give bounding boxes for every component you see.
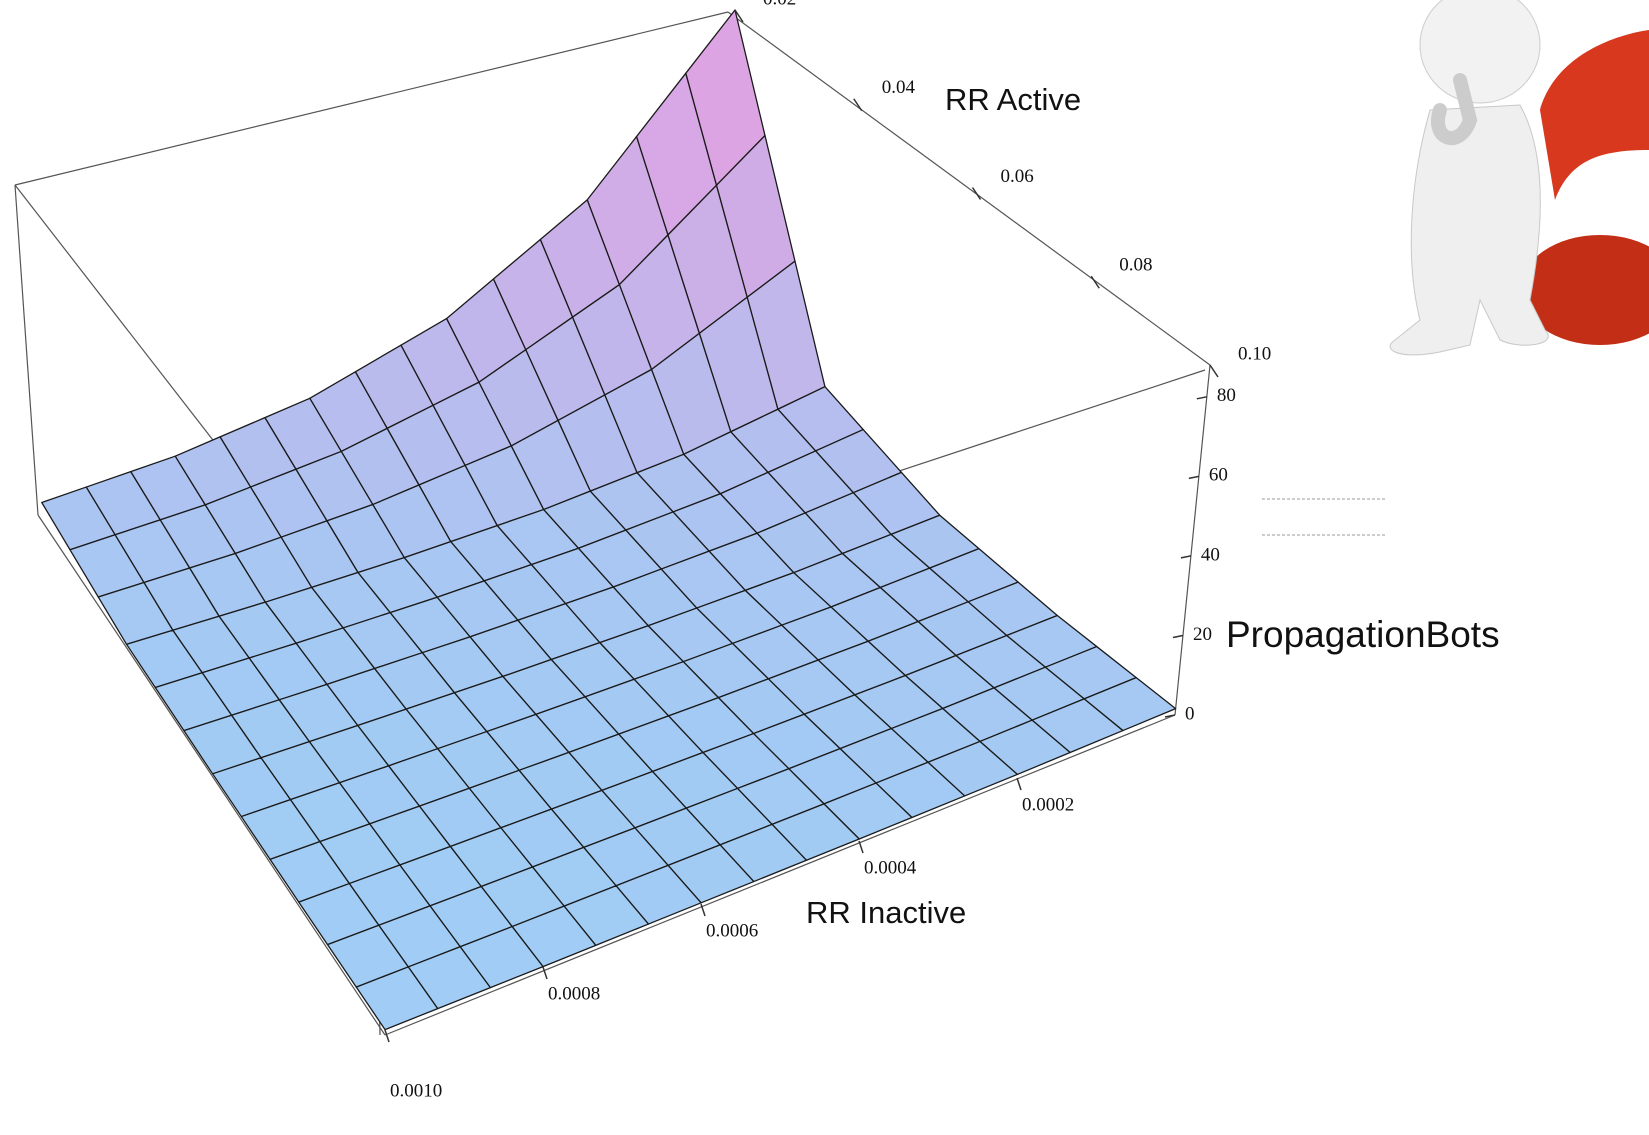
z-tick-label: 60 (1209, 465, 1228, 486)
z-tick (1197, 397, 1207, 399)
z-axis-label: PropagationBots (1226, 614, 1500, 655)
z-tick (1165, 715, 1175, 717)
y-tick (543, 967, 547, 979)
x-tick-label: 0.04 (882, 77, 916, 98)
thinking-figure (1390, 0, 1649, 355)
question-mark (1540, 30, 1649, 200)
z-tick-label: 40 (1201, 544, 1220, 565)
z-tick-label: 80 (1217, 385, 1236, 406)
x-tick-label: 0.08 (1119, 255, 1152, 276)
y-tick (385, 1030, 389, 1042)
box-edge (1175, 365, 1210, 715)
z-tick (1189, 476, 1199, 478)
z-tick-label: 20 (1193, 624, 1212, 645)
x-axis-label: RR Active (945, 82, 1081, 117)
y-tick-label: 0.0002 (1022, 794, 1074, 815)
y-tick-label: 0.0004 (864, 857, 917, 878)
figure-body (1390, 105, 1548, 355)
x-tick (1210, 365, 1218, 377)
decor-dashes (1262, 499, 1385, 535)
z-tick (1181, 556, 1191, 558)
x-tick-label: 0.02 (763, 0, 796, 9)
y-tick-label: 0.0006 (706, 920, 758, 941)
z-tick-label: 0 (1185, 703, 1195, 724)
surface (42, 10, 1176, 1030)
box-edge (15, 185, 38, 515)
x-tick (973, 188, 981, 200)
x-tick-label: 0.06 (1001, 166, 1034, 187)
x-tick-label: 0.10 (1238, 343, 1271, 364)
y-tick-label: 0.0010 (390, 1080, 442, 1101)
y-tick (1017, 778, 1021, 790)
x-tick (1091, 276, 1099, 288)
page: 0.02 0.04 0.06 0.08 0.10 0.0002 0.0004 0.0006 0.… (0, 0, 1649, 1135)
y-axis-label: RR Inactive (806, 895, 966, 930)
y-tick-label: 0.0008 (548, 983, 600, 1004)
z-tick (1173, 635, 1183, 637)
figure-head (1420, 0, 1540, 103)
